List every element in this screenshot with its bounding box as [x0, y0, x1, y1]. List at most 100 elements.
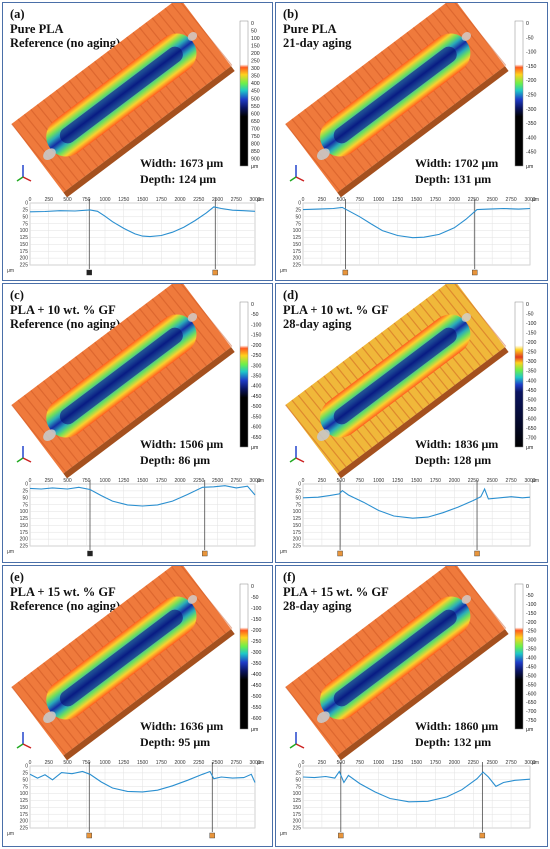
x-tick-label: 750 [356, 760, 365, 766]
y-tick-label: 200 [20, 537, 29, 543]
x-tick-label: 1250 [118, 478, 129, 484]
y-tick-label: 125 [293, 235, 302, 241]
colorbar-tick-label: -700 [526, 435, 536, 441]
colorbar-tick-label: -200 [526, 340, 536, 346]
surface-3d [285, 566, 509, 761]
colorbar-tick-label: -200 [251, 343, 261, 349]
axis-triad-icon [16, 446, 32, 463]
colorbar-tick-label: -250 [526, 629, 536, 635]
colorbar-tick-label: -400 [251, 384, 261, 390]
y-tick-label: 175 [293, 812, 302, 818]
colorbar-tick-label: -100 [251, 322, 261, 328]
colorbar-tick-label: 150 [251, 44, 260, 50]
x-tick-label: 3000 [524, 478, 535, 484]
colorbar [514, 301, 524, 448]
panel-line2: Reference (no aging) [10, 36, 121, 50]
panel-graphics: 0 -50 -100 -150 -200 -250 -300 -350 -400 -450 -500… [7, 566, 264, 839]
colorbar-tick-label: -400 [526, 135, 536, 141]
y-tick-label: 225 [293, 826, 302, 832]
panel-line1: PLA + 15 wt. % GF [10, 584, 116, 599]
y-tick-label: 50 [22, 495, 28, 501]
colorbar-tick-label: -100 [526, 321, 536, 327]
y-tick-label: 225 [20, 544, 29, 550]
profile-chart: 0 250 500 750 1000 1250 1500 1750 2000 2250 2500 27… [7, 478, 264, 557]
x-tick-label: 1750 [156, 760, 167, 766]
colorbar-tick-label: -400 [251, 672, 261, 678]
y-tick-label: 50 [295, 495, 301, 501]
panel-label: (b) Pure PLA 21-day aging [283, 7, 351, 51]
panel-label: (c) PLA + 10 wt. % GF Reference (no aging) [10, 288, 120, 332]
colorbar-tick-label: -650 [526, 700, 536, 706]
profile-chart: 0 250 500 750 1000 1250 1500 1750 2000 2250 2500 27… [280, 478, 539, 557]
x-tick-label: 1500 [137, 197, 148, 203]
x-tick-label: 1250 [118, 760, 129, 766]
panel-label: (a) Pure PLA Reference (no aging) [10, 7, 120, 51]
profile-marker-handle [474, 550, 480, 557]
colorbar [239, 583, 249, 730]
profile-marker-handle [337, 550, 343, 557]
colorbar-tick-label: -650 [251, 435, 261, 441]
panel-line2: Reference (no aging) [10, 599, 121, 613]
colorbar-tick-label: -250 [251, 353, 261, 359]
y-tick-label: 0 [25, 764, 28, 770]
panel-a: (a) Pure PLA Reference (no aging) 0 50 100 150… [2, 2, 273, 281]
depth-profile-line [302, 206, 531, 239]
colorbar-tick-label: -600 [251, 716, 261, 722]
profile-marker-handle [338, 832, 344, 839]
y-tick-label: 25 [22, 770, 28, 776]
x-tick-label: 2250 [468, 197, 479, 203]
panel-line2: 28-day aging [283, 317, 352, 331]
x-tick-label: 1000 [373, 760, 384, 766]
colorbar-tick-label: -250 [526, 350, 536, 356]
x-tick-label: 250 [318, 197, 327, 203]
y-tick-label: 0 [298, 764, 301, 770]
colorbar-tick-label: 50 [251, 29, 257, 35]
colorbar-tick-label: -50 [526, 593, 534, 599]
colorbar-tick-label: -50 [251, 595, 259, 601]
colorbar-tick-label: -100 [526, 602, 536, 608]
profile-marker-handle [202, 550, 208, 557]
x-tick-label: 2250 [193, 760, 204, 766]
depth-profile-line [302, 770, 531, 803]
panel-b: (b) Pure PLA 21-day aging 0 -50 -100 -150 -200 -… [275, 2, 548, 281]
panel-line1: PLA + 10 wt. % GF [283, 302, 389, 317]
profile-marker-handle [342, 269, 349, 276]
y-tick-label: 150 [20, 523, 29, 529]
colorbar-tick-label: -500 [526, 673, 536, 679]
y-tick-label: 175 [293, 249, 302, 255]
surface-3d [11, 3, 235, 198]
axis-triad-icon [16, 732, 32, 749]
colorbar-tick-label: 550 [251, 104, 260, 110]
colorbar-tick-label: 800 [251, 141, 260, 147]
colorbar-tick-label: 250 [251, 59, 260, 65]
x-tick-label: 0 [29, 478, 32, 484]
measurement-block: Width: 1702 μm Depth: 131 μm [415, 156, 498, 187]
x-tick-label: 2000 [174, 478, 185, 484]
y-tick-label: 50 [22, 777, 28, 783]
axis-triad-icon [16, 165, 32, 182]
x-tick-label: 1750 [156, 478, 167, 484]
profile-marker-handle [212, 269, 218, 276]
surface-3d [285, 284, 509, 479]
y-unit-label: μm [280, 831, 287, 837]
colorbar-tick-label: -300 [251, 363, 261, 369]
axis-triad-icon [289, 446, 305, 463]
colorbar-tick-label: -200 [526, 620, 536, 626]
y-tick-label: 25 [295, 770, 301, 776]
y-tick-label: 225 [293, 544, 302, 550]
colorbar-tick-label: 400 [251, 81, 260, 87]
y-unit-label: μm [7, 831, 14, 837]
colorbar [239, 301, 249, 448]
y-tick-label: 75 [22, 502, 28, 508]
x-tick-label: 750 [82, 760, 91, 766]
colorbar-tick-label: -300 [526, 638, 536, 644]
colorbar-tick-label: -350 [526, 369, 536, 375]
colorbar-tick-label: -450 [526, 150, 536, 156]
y-tick-label: 175 [20, 249, 29, 255]
x-tick-label: 500 [337, 478, 346, 484]
colorbar-tick-label: μm [526, 727, 533, 733]
y-tick-label: 200 [293, 256, 302, 262]
y-unit-label: μm [280, 268, 287, 274]
y-tick-label: 0 [25, 201, 28, 207]
panel-graphics: 0501001502002503003504004505005506006507… [7, 3, 264, 276]
